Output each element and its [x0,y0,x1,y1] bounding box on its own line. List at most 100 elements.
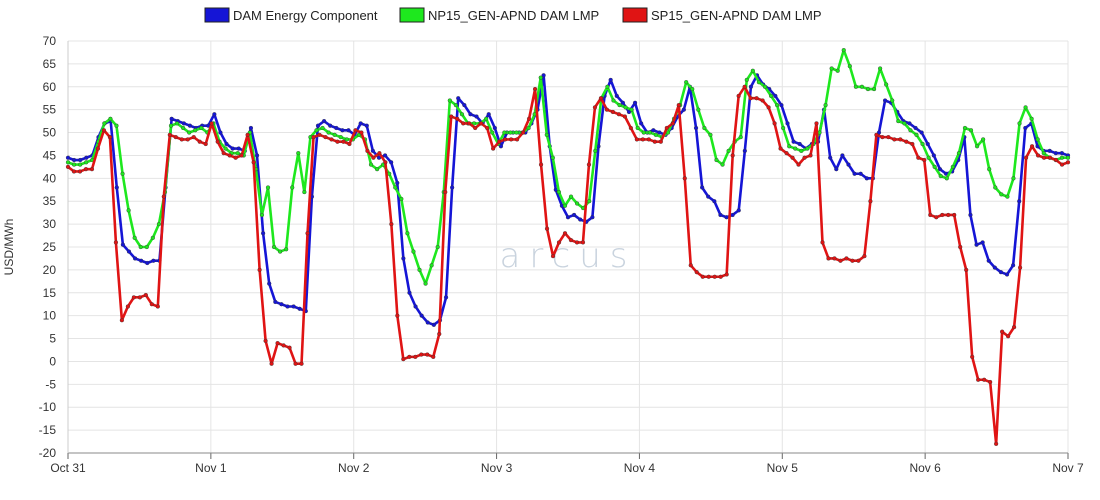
data-point [143,292,148,298]
data-point [838,258,843,263]
y-tick-label: 65 [43,57,57,71]
data-point [368,162,374,167]
data-point [793,146,798,151]
data-point [89,167,95,172]
legend-swatch [399,7,425,23]
data-point [756,80,762,85]
data-point [805,146,810,151]
data-point [468,112,473,117]
x-tick-label: Nov 2 [338,461,370,475]
data-point [946,212,951,218]
data-point [944,176,949,181]
data-point [221,151,226,156]
data-point [773,93,778,99]
data-point [514,130,519,135]
y-tick-label: 15 [43,286,57,300]
data-point [730,212,735,218]
series-group [65,84,1071,446]
data-point [479,121,484,126]
data-point [871,86,877,92]
data-point [748,84,754,89]
data-point [928,212,933,218]
y-tick-label: 25 [43,240,57,254]
data-point [338,135,343,140]
data-point [632,100,638,105]
data-point [634,137,639,142]
data-point [766,105,771,110]
data-point [791,139,796,144]
data-point [593,148,598,153]
data-point [574,240,580,245]
data-point [248,125,254,131]
data-point [920,141,925,147]
data-point [265,185,271,190]
y-axis-title: USD/MWh [2,219,16,276]
data-point [914,132,919,137]
data-point [862,254,867,259]
data-point [1017,265,1023,270]
series [65,48,1071,446]
data-point [526,125,531,131]
data-point [702,125,707,131]
legend-item[interactable]: SP15_GEN-APND DAM LMP [622,7,822,23]
legend-item[interactable]: DAM Energy Component [204,7,378,23]
data-point [853,84,858,89]
data-point [684,80,689,85]
data-point [484,116,489,121]
data-point [275,341,280,346]
data-point [108,116,113,121]
data-point [126,249,132,254]
data-point [1011,263,1016,268]
data-point [787,144,792,149]
data-point [71,169,77,174]
data-point [886,135,891,140]
data-point [556,189,562,195]
data-point [952,212,957,218]
data-point [411,249,416,254]
data-point [999,192,1004,197]
data-point [657,130,662,135]
data-point [453,102,458,108]
data-point [144,244,149,250]
data-point [748,96,753,101]
data-point [968,128,974,133]
data-point [908,128,913,133]
data-point [497,139,502,144]
data-point [664,125,669,131]
data-point [293,361,298,366]
data-point [413,304,418,309]
data-point [346,128,351,133]
data-point [1004,272,1010,277]
data-point [287,345,292,350]
x-tick-label: Nov 5 [767,461,799,475]
data-point [1029,144,1035,149]
data-point [760,98,765,103]
data-point [616,112,621,117]
legend-swatch [204,7,230,23]
data-point [904,139,909,144]
data-point [1023,105,1028,110]
data-point [587,199,592,204]
data-point [332,132,337,137]
data-point [736,93,741,99]
data-point [71,162,77,167]
x-tick-label: Nov 7 [1052,461,1084,475]
data-point [1065,160,1071,165]
data-point [925,141,930,147]
data-point [635,125,640,131]
legend-label: NP15_GEN-APND DAM LMP [428,8,599,23]
data-point [223,146,228,151]
data-point [84,160,89,165]
data-point [215,139,220,144]
data-point [562,231,568,236]
watermark: arcus [499,236,627,276]
data-point [834,167,839,172]
data-point [156,222,162,227]
data-point [610,109,616,115]
data-point [718,212,723,218]
legend-swatch [622,7,648,23]
data-point [187,130,192,135]
data-point [578,217,583,222]
legend-item[interactable]: NP15_GEN-APND DAM LMP [399,7,599,23]
